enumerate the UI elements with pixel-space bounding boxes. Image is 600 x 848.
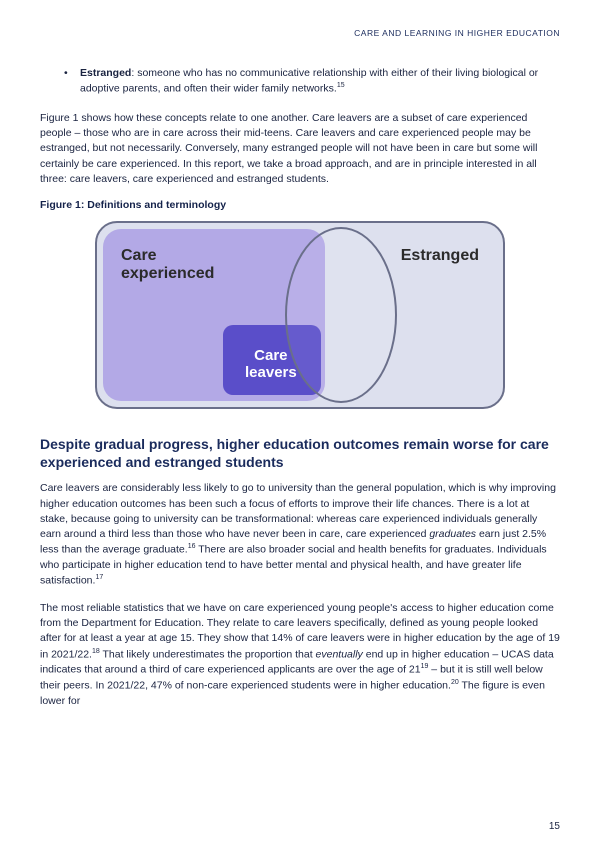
label-care-experienced: Careexperienced — [121, 247, 214, 284]
p3-text-b: That likely underestimates the proportio… — [100, 648, 316, 660]
paragraph-3: The most reliable statistics that we hav… — [40, 601, 560, 709]
term-estranged: Estranged — [80, 67, 131, 79]
label-care-leavers: Careleavers — [245, 348, 297, 381]
header-title: CARE AND LEARNING IN HIGHER EDUCATION — [354, 28, 560, 38]
definition-text: : someone who has no communicative relat… — [80, 67, 538, 95]
footnote-17: 17 — [95, 574, 103, 581]
footnote-15: 15 — [337, 82, 345, 89]
venn-diagram: Careexperienced Estranged Careleavers — [95, 221, 505, 409]
page-header: CARE AND LEARNING IN HIGHER EDUCATION — [40, 28, 560, 38]
p2-italic-graduates: graduates — [429, 528, 476, 540]
definition-bullet: • Estranged: someone who has no communic… — [80, 66, 560, 97]
section-heading: Despite gradual progress, higher educati… — [40, 435, 560, 471]
paragraph-2: Care leavers are considerably less likel… — [40, 481, 560, 589]
figure-caption: Figure 1: Definitions and terminology — [40, 199, 560, 211]
footnote-20: 20 — [451, 679, 459, 686]
page-number: 15 — [549, 821, 560, 832]
estranged-ellipse-shape — [285, 227, 397, 403]
bullet-dot-icon: • — [64, 66, 68, 81]
intro-paragraph: Figure 1 shows how these concepts relate… — [40, 111, 560, 187]
p3-italic-eventually: eventually — [316, 648, 363, 660]
figure-1-container: Careexperienced Estranged Careleavers — [40, 221, 560, 409]
footnote-18: 18 — [92, 648, 100, 655]
label-estranged: Estranged — [401, 247, 479, 265]
